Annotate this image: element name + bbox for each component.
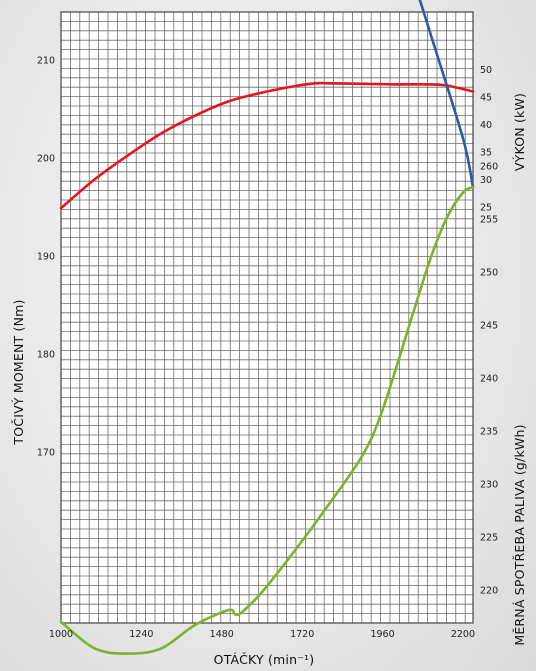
grid xyxy=(60,11,474,624)
power-series-line xyxy=(59,81,475,210)
fuel-tick-label: 255 xyxy=(480,215,498,226)
x-tick-label: 1720 xyxy=(290,629,314,640)
torque-tick-label: 180 xyxy=(37,350,55,361)
power-tick-label: 25 xyxy=(480,203,492,214)
fuel-series-line xyxy=(59,185,475,655)
x-tick-label: 1000 xyxy=(49,629,73,640)
fuel-tick-label: 240 xyxy=(480,374,498,385)
tick-labels: 1000 1240 1480 1720 1960 2200 25 30 35 40 45 50 170 1… xyxy=(37,56,498,641)
torque-axis-title: TOČIVÝ MOMENT (Nm) xyxy=(11,299,26,445)
x-tick-label: 1960 xyxy=(370,629,394,640)
fuel-tick-label: 245 xyxy=(480,321,498,332)
fuel-tick-label: 225 xyxy=(480,533,498,544)
fuel-axis-title: MĚRNÁ SPOTŘEBA PALIVA (g/kWh) xyxy=(512,424,527,645)
torque-tick-label: 200 xyxy=(37,154,55,165)
x-tick-label: 1480 xyxy=(210,629,234,640)
power-tick-label: 40 xyxy=(480,120,492,131)
torque-tick-label: 170 xyxy=(37,448,55,459)
power-tick-label: 45 xyxy=(480,93,492,104)
fuel-tick-label: 235 xyxy=(480,427,498,438)
torque-tick-label: 190 xyxy=(37,252,55,263)
power-tick-label: 35 xyxy=(480,148,492,159)
series-lines xyxy=(59,0,475,655)
power-axis-title: VÝKON (kW) xyxy=(512,93,527,171)
x-axis-title: OTÁČKY (min⁻¹) xyxy=(214,652,315,667)
torque-tick-label: 210 xyxy=(37,56,55,67)
power-tick-label: 50 xyxy=(480,65,492,76)
fuel-tick-label: 220 xyxy=(480,586,498,597)
fuel-tick-label: 260 xyxy=(480,162,498,173)
plot-area xyxy=(61,12,473,623)
x-tick-label: 1240 xyxy=(129,629,153,640)
fuel-tick-label: 250 xyxy=(480,268,498,279)
x-tick-label: 2200 xyxy=(451,629,475,640)
fuel-tick-label: 230 xyxy=(480,480,498,491)
power-tick-label: 30 xyxy=(480,175,492,186)
plot-border xyxy=(60,11,474,624)
